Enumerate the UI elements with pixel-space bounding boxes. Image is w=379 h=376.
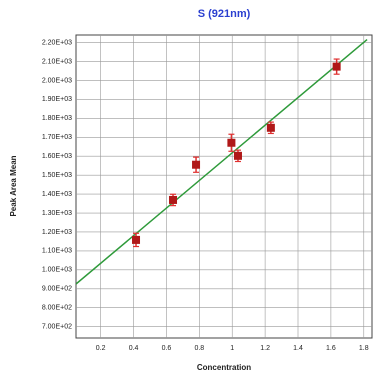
- x-tick-label: 1.2: [260, 345, 270, 352]
- y-tick-label: 2.10E+03: [42, 58, 72, 65]
- y-tick-label: 7.00E+02: [42, 323, 72, 330]
- x-tick-label: 0.2: [96, 345, 106, 352]
- x-tick-label: 1.6: [326, 345, 336, 352]
- y-tick-label: 1.50E+03: [42, 172, 72, 179]
- point: [169, 195, 178, 204]
- x-tick-label: 1.4: [293, 345, 303, 352]
- fit-line: [76, 38, 368, 285]
- plot-area: [75, 34, 373, 339]
- x-tick-label: 0.8: [194, 345, 204, 352]
- chart-title: S (921nm): [198, 8, 251, 20]
- point: [332, 62, 341, 71]
- y-tick-label: 9.00E+02: [42, 286, 72, 293]
- x-axis-label: Concentration: [197, 363, 251, 372]
- y-tick-label: 1.10E+03: [42, 248, 72, 255]
- y-tick-label: 1.20E+03: [42, 229, 72, 236]
- y-tick-label: 2.00E+03: [42, 77, 72, 84]
- y-tick-label: 1.70E+03: [42, 134, 72, 141]
- y-tick-label: 1.30E+03: [42, 210, 72, 217]
- y-tick-label: 1.80E+03: [42, 115, 72, 122]
- point: [227, 138, 236, 147]
- y-tick-label: 8.00E+02: [42, 305, 72, 312]
- y-axis-label: Peak Area Mean: [9, 155, 18, 216]
- point: [192, 160, 201, 169]
- y-tick-label: 1.00E+03: [42, 267, 72, 274]
- point: [233, 151, 242, 160]
- y-tick-label: 1.60E+03: [42, 153, 72, 160]
- x-tick-label: 0.6: [162, 345, 172, 352]
- x-tick-label: 0.4: [129, 345, 139, 352]
- x-tick-label: 1.8: [359, 345, 369, 352]
- x-tick-label: 1: [230, 345, 234, 352]
- y-tick-label: 1.40E+03: [42, 191, 72, 198]
- point: [132, 235, 141, 244]
- y-tick-label: 1.90E+03: [42, 96, 72, 103]
- y-tick-label: 2.20E+03: [42, 39, 72, 46]
- point: [266, 123, 275, 132]
